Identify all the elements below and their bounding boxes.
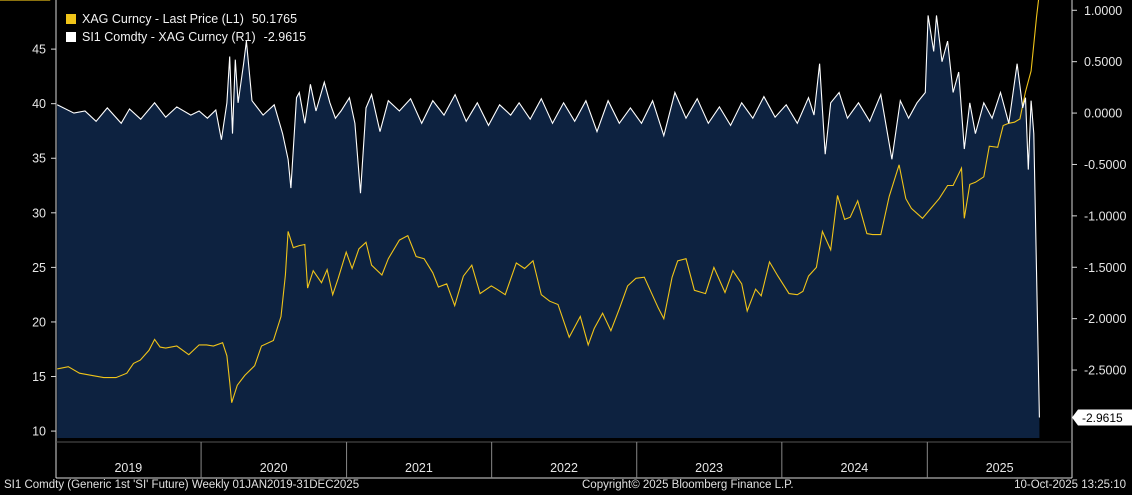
right-tick-label: -2.0000	[1084, 312, 1126, 326]
spread-area	[57, 15, 1040, 439]
left-tick-label: 20	[32, 315, 46, 329]
x-tick-label: 2024	[840, 461, 868, 475]
legend: XAG Curncy - Last Price (L1) 50.1765 SI1…	[66, 10, 306, 46]
legend-value-spread: -2.9615	[263, 30, 307, 44]
left-tick-label: 45	[32, 43, 46, 57]
last-value-tag-right	[1072, 409, 1132, 426]
x-tick-label: 2023	[695, 461, 723, 475]
right-tick-label: 1.0000	[1084, 4, 1122, 18]
right-tick-label: -1.0000	[1084, 209, 1126, 223]
left-tick-label: 10	[32, 425, 46, 439]
legend-swatch-xag	[66, 14, 76, 24]
legend-label-xag: XAG Curncy - Last Price (L1)	[82, 12, 244, 26]
left-tick-label: 40	[32, 97, 46, 111]
x-tick-label: 2025	[986, 461, 1014, 475]
left-tick-label: 30	[32, 206, 46, 220]
left-tick-label: 15	[32, 370, 46, 384]
right-tick-label: 0.5000	[1084, 55, 1122, 69]
last-value-tag-left	[0, 0, 50, 1]
right-tick-label: -1.5000	[1084, 261, 1126, 275]
legend-label-spread: SI1 Comdty - XAG Curncy (R1)	[82, 30, 256, 44]
x-tick-label: 2019	[114, 461, 142, 475]
legend-swatch-spread	[66, 32, 76, 42]
right-tick-label: -0.5000	[1084, 158, 1126, 172]
footer-description: SI1 Comdty (Generic 1st 'SI' Future) Wee…	[4, 479, 360, 491]
x-tick-label: 2020	[260, 461, 288, 475]
legend-value-xag: 50.1765	[251, 12, 298, 26]
last-value-label-right: -2.9615	[1082, 411, 1123, 425]
right-tick-label: -2.5000	[1084, 364, 1126, 378]
legend-item-spread: SI1 Comdty - XAG Curncy (R1) -2.9615	[66, 28, 306, 46]
last-value-tag-left-pointer	[50, 0, 51, 1]
legend-item-xag: XAG Curncy - Last Price (L1) 50.1765	[66, 10, 306, 28]
series-line-xag	[57, 0, 1040, 403]
footer-timestamp: 10-Oct-2025 13:25:10	[1014, 479, 1126, 491]
left-tick-label: 35	[32, 152, 46, 166]
left-tick-label: 25	[32, 261, 46, 275]
x-tick-label: 2021	[405, 461, 433, 475]
x-tick-label: 2022	[550, 461, 578, 475]
series-line-spread	[56, 15, 1040, 418]
right-tick-label: 0.0000	[1084, 107, 1122, 121]
footer-copyright: Copyright© 2025 Bloomberg Finance L.P.	[582, 479, 794, 491]
